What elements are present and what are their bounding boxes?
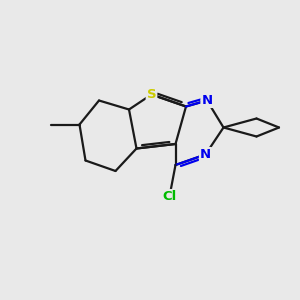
Text: S: S (147, 88, 156, 101)
Text: N: N (201, 94, 213, 107)
Text: N: N (200, 148, 211, 161)
Text: Cl: Cl (162, 190, 177, 203)
